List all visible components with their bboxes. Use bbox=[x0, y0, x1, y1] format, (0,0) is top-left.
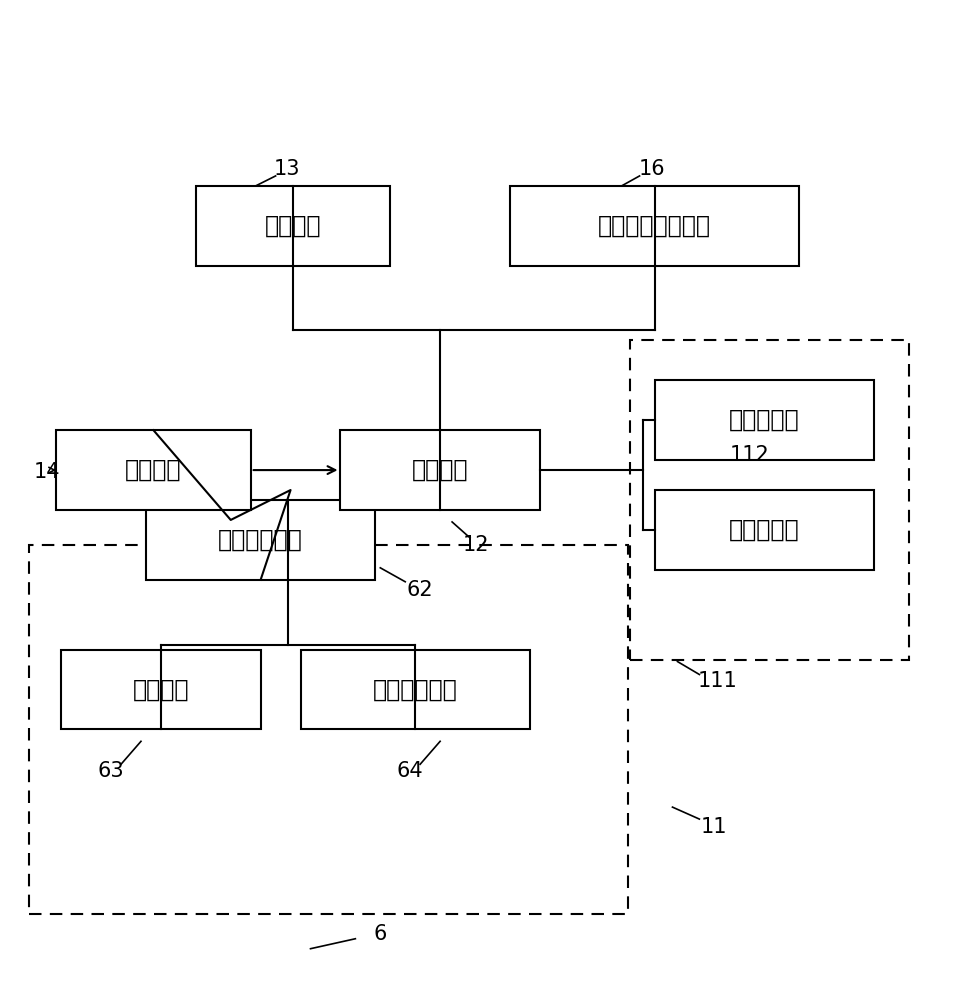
Text: 时钟模块: 时钟模块 bbox=[265, 214, 322, 238]
Bar bbox=[654, 380, 874, 460]
Text: 11: 11 bbox=[702, 817, 728, 837]
Bar bbox=[146, 500, 375, 580]
Text: 111: 111 bbox=[698, 671, 737, 691]
Text: 13: 13 bbox=[273, 159, 299, 179]
Text: 14: 14 bbox=[33, 462, 60, 482]
Bar bbox=[630, 340, 909, 660]
Bar bbox=[654, 490, 874, 570]
Text: 12: 12 bbox=[463, 535, 489, 555]
Bar bbox=[510, 186, 799, 266]
Text: 63: 63 bbox=[98, 761, 124, 781]
Bar bbox=[300, 650, 530, 729]
Text: 处理模块: 处理模块 bbox=[412, 458, 468, 482]
Text: 数据传输模块: 数据传输模块 bbox=[218, 528, 303, 552]
Text: 6: 6 bbox=[374, 924, 387, 944]
Bar bbox=[56, 430, 251, 510]
Text: 62: 62 bbox=[407, 580, 433, 600]
Text: 外部温度获取模块: 外部温度获取模块 bbox=[598, 214, 711, 238]
Text: 外传感单元: 外传感单元 bbox=[729, 408, 799, 432]
Bar bbox=[340, 430, 540, 510]
Text: 通讯模块: 通讯模块 bbox=[125, 458, 182, 482]
Bar bbox=[29, 545, 628, 914]
Text: 显示模块: 显示模块 bbox=[133, 677, 189, 701]
Bar bbox=[61, 650, 261, 729]
Text: 64: 64 bbox=[397, 761, 423, 781]
Text: 16: 16 bbox=[639, 159, 665, 179]
Bar bbox=[196, 186, 391, 266]
Text: 数据输入模块: 数据输入模块 bbox=[373, 677, 457, 701]
Text: 内传感单元: 内传感单元 bbox=[729, 518, 799, 542]
Text: 112: 112 bbox=[730, 445, 769, 465]
